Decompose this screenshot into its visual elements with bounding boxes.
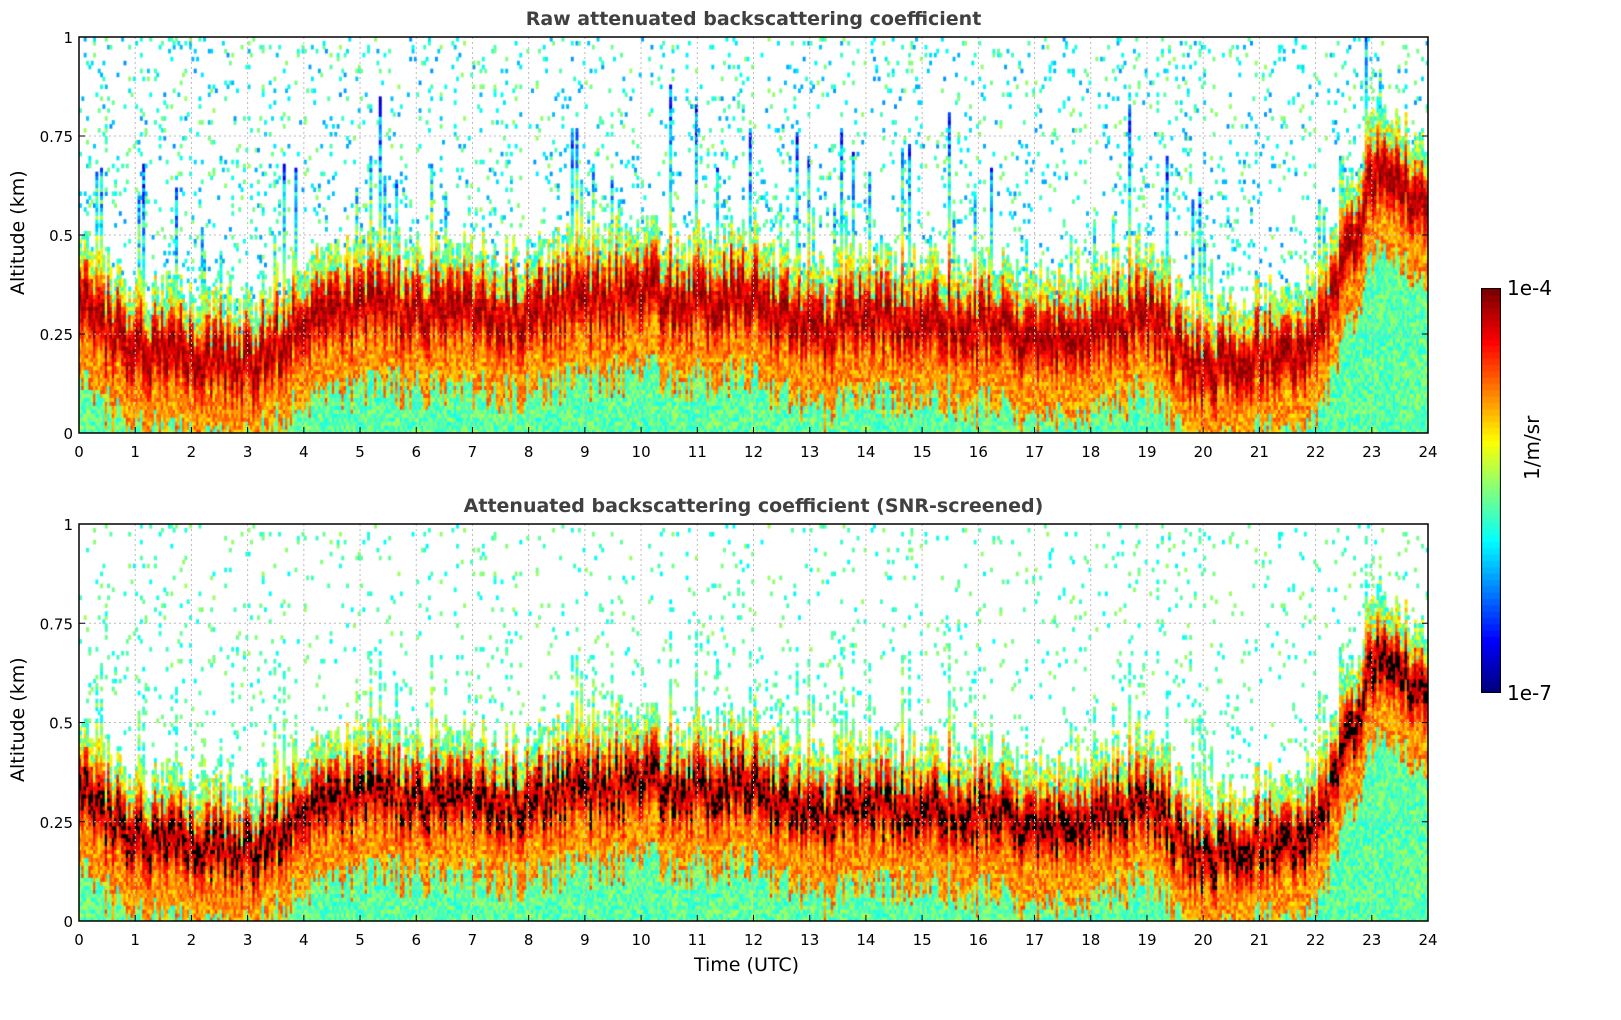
colorbar-min-label: 1e-7: [1507, 681, 1552, 705]
top-x-tick-label: 7: [468, 443, 478, 461]
top-x-tick-label: 22: [1306, 443, 1325, 461]
bottom-y-tick-label: 1: [63, 516, 73, 534]
bottom-x-tick-label: 11: [688, 931, 707, 949]
bottom-x-tick-label: 24: [1418, 931, 1437, 949]
bottom-x-tick-label: 22: [1306, 931, 1325, 949]
bottom-y-axis-label: Altitude (km): [7, 657, 29, 782]
bottom-x-tick-label: 6: [411, 931, 421, 949]
bottom-x-tick-label: 2: [187, 931, 197, 949]
top-x-tick-label: 2: [187, 443, 197, 461]
top-x-tick-label: 5: [355, 443, 365, 461]
top-y-tick-label: 1: [63, 29, 73, 47]
bottom-chart-title: Attenuated backscattering coefficient (S…: [463, 495, 1044, 517]
bottom-x-tick-label: 3: [243, 931, 253, 949]
bottom-x-tick-label: 12: [744, 931, 763, 949]
bottom-x-tick-label: 4: [299, 931, 309, 949]
top-x-tick-label: 10: [632, 443, 651, 461]
top-x-tick-label: 8: [524, 443, 534, 461]
top-x-tick-label: 21: [1250, 443, 1269, 461]
top-x-tick-label: 9: [580, 443, 590, 461]
bottom-x-tick-label: 9: [580, 931, 590, 949]
top-x-tick-label: 15: [913, 443, 932, 461]
top-x-tick-label: 23: [1362, 443, 1381, 461]
top-x-tick-label: 4: [299, 443, 309, 461]
bottom-y-tick-label: 0.25: [40, 814, 73, 832]
bottom-x-tick-label: 15: [913, 931, 932, 949]
x-axis-label: Time (UTC): [694, 954, 800, 976]
bottom-x-tick-label: 18: [1081, 931, 1100, 949]
top-x-tick-label: 19: [1137, 443, 1156, 461]
top-y-axis-label: Altitude (km): [7, 170, 29, 295]
top-x-tick-label: 18: [1081, 443, 1100, 461]
bottom-x-tick-label: 19: [1137, 931, 1156, 949]
bottom-x-tick-label: 21: [1250, 931, 1269, 949]
top-x-tick-label: 11: [688, 443, 707, 461]
bottom-x-tick-label: 7: [468, 931, 478, 949]
bottom-y-tick-label: 0.5: [49, 715, 73, 733]
top-x-tick-label: 17: [1025, 443, 1044, 461]
colorbar-unit-label: 1/m/sr: [1520, 415, 1544, 480]
bottom-plot-frame: [78, 523, 1429, 922]
bottom-x-tick-label: 20: [1194, 931, 1213, 949]
bottom-x-tick-label: 0: [74, 931, 84, 949]
top-x-tick-label: 13: [800, 443, 819, 461]
top-x-tick-label: 20: [1194, 443, 1213, 461]
top-y-tick-label: 0.75: [40, 128, 73, 146]
top-plot-frame: [78, 36, 1429, 434]
bottom-x-tick-label: 17: [1025, 931, 1044, 949]
bottom-y-tick-label: 0: [63, 913, 73, 931]
bottom-x-tick-label: 13: [800, 931, 819, 949]
top-x-tick-label: 3: [243, 443, 253, 461]
bottom-x-tick-label: 10: [632, 931, 651, 949]
colorbar-max-label: 1e-4: [1507, 276, 1552, 300]
top-y-tick-label: 0.5: [49, 227, 73, 245]
bottom-x-tick-label: 16: [969, 931, 988, 949]
top-x-tick-label: 16: [969, 443, 988, 461]
top-x-tick-label: 14: [856, 443, 875, 461]
bottom-x-tick-label: 5: [355, 931, 365, 949]
top-chart-title: Raw attenuated backscattering coefficien…: [525, 8, 982, 30]
top-y-tick-label: 0: [63, 425, 73, 443]
top-y-tick-label: 0.25: [40, 326, 73, 344]
bottom-x-tick-label: 1: [130, 931, 140, 949]
bottom-x-tick-label: 23: [1362, 931, 1381, 949]
bottom-x-tick-label: 14: [856, 931, 875, 949]
top-x-tick-label: 0: [74, 443, 84, 461]
bottom-y-tick-label: 0.75: [40, 615, 73, 633]
top-x-tick-label: 1: [130, 443, 140, 461]
bottom-x-tick-label: 8: [524, 931, 534, 949]
top-x-tick-label: 12: [744, 443, 763, 461]
top-x-tick-label: 24: [1418, 443, 1437, 461]
top-x-tick-label: 6: [411, 443, 421, 461]
colorbar: [1481, 288, 1501, 693]
